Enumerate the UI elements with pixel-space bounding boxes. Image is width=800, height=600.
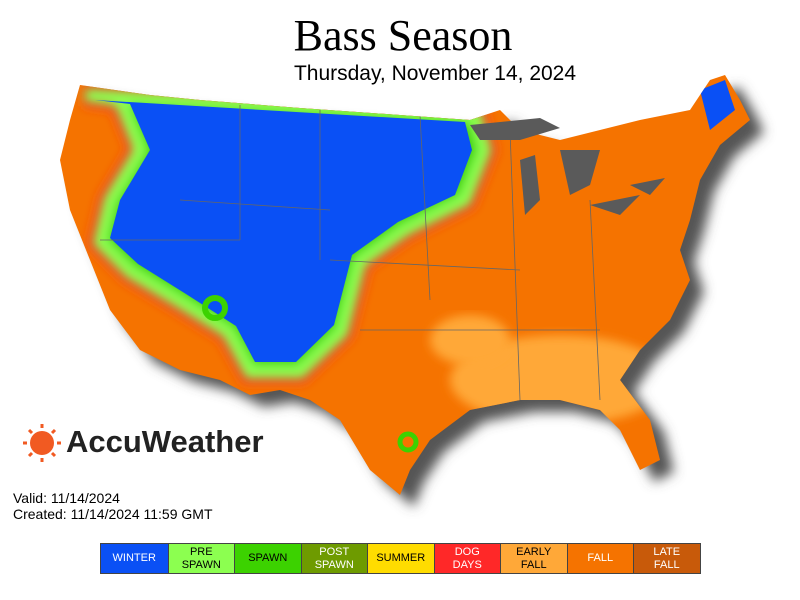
legend-item: SPAWN (234, 544, 301, 573)
legend-item: EARLY FALL (500, 544, 567, 573)
created-time: Created: 11/14/2024 11:59 GMT (13, 506, 213, 522)
subtitle: Thursday, November 14, 2024 (293, 62, 577, 85)
legend: WINTER PRE SPAWN SPAWN POST SPAWN SUMMER DOG … (100, 543, 701, 574)
legend-item: FALL (566, 544, 633, 573)
valid-time: Valid: 11/14/2024 (13, 490, 120, 506)
legend-item: POST SPAWN (300, 544, 367, 573)
accuweather-logo (23, 424, 61, 462)
legend-item: WINTER (101, 544, 168, 573)
legend-item: LATE FALL (633, 544, 700, 573)
great-lakes (470, 118, 665, 215)
legend-item: DOG DAYS (433, 544, 500, 573)
legend-item: SUMMER (367, 544, 434, 573)
brand: AccuWeather (66, 424, 264, 459)
legend-item: PRE SPAWN (167, 544, 234, 573)
title: Bass Season (293, 11, 513, 60)
